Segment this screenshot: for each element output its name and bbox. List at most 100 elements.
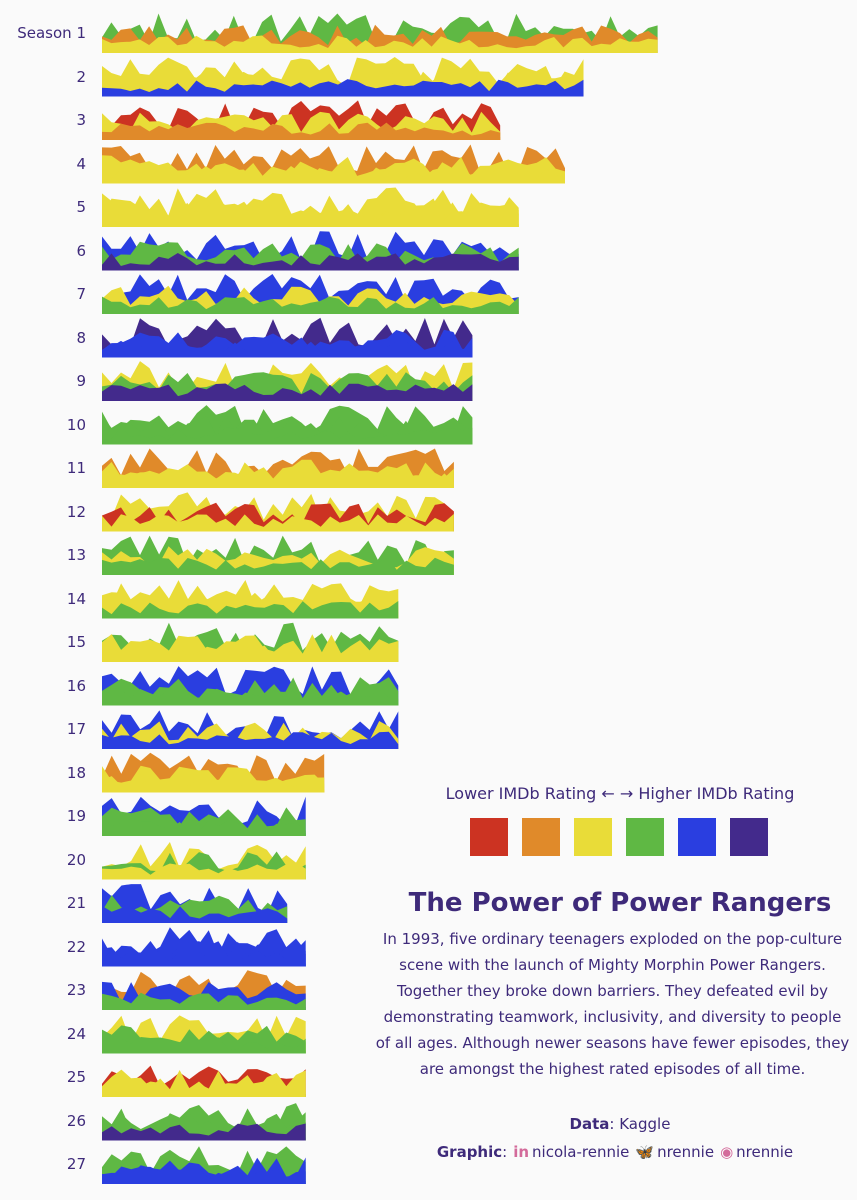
ridge-area: [102, 285, 519, 314]
season-ridge: [102, 274, 519, 314]
season-ridge: [102, 927, 306, 967]
season-label: 9: [76, 372, 86, 390]
ridge-area: [102, 731, 399, 749]
ridge-area: [102, 513, 454, 532]
season-ridge: [102, 884, 288, 923]
bluesky-icon: 🦋: [635, 1143, 655, 1161]
ridge-area: [102, 601, 399, 619]
ridge-area: [102, 166, 565, 184]
season-label: 18: [66, 763, 86, 782]
season-ridge: [102, 187, 519, 227]
season-label: 11: [66, 459, 86, 477]
season-ridge: [102, 710, 399, 749]
season-label: 17: [66, 720, 86, 738]
ridge-area: [102, 862, 306, 880]
season-ridge: [102, 492, 454, 532]
season-ridge: [102, 622, 399, 662]
data-label: Data: [569, 1115, 610, 1133]
legend-swatch: [730, 818, 768, 856]
season-label: 24: [66, 1024, 86, 1043]
graphic-credit: Graphic: in nicola-rennie 🦋 nrennie ◉ nrennie: [436, 1143, 794, 1161]
legend-swatch: [626, 818, 664, 856]
ridge-area: [102, 209, 519, 227]
season-ridge: [102, 1065, 306, 1097]
season-ridge: [102, 752, 325, 793]
season-label: 26: [66, 1111, 86, 1130]
season-label: Season 1: [17, 24, 86, 42]
season-label: 15: [66, 633, 86, 651]
season-label: 10: [66, 415, 86, 434]
season-ridge: [102, 361, 473, 401]
season-ridge: [102, 57, 584, 97]
season-ridge: [102, 448, 454, 488]
ridge-area: [102, 644, 399, 662]
ridge-area: [102, 557, 454, 575]
season-label: 12: [66, 502, 86, 521]
ridge-area: [102, 948, 306, 967]
season-ridge: [102, 13, 658, 53]
ridge-area: [102, 818, 306, 836]
season-label: 6: [76, 241, 86, 260]
data-source: Kaggle: [619, 1115, 671, 1133]
season-ridge: [102, 1103, 306, 1141]
ridge-area: [102, 992, 306, 1010]
legend-swatch: [678, 818, 716, 856]
season-ridge: [102, 666, 399, 706]
ridge-area: [102, 340, 473, 358]
ridge-area: [102, 79, 584, 97]
ridge-area: [102, 253, 519, 271]
season-ridge: [102, 796, 306, 836]
linkedin-icon: in: [513, 1143, 530, 1161]
github-icon: ◉: [720, 1143, 734, 1161]
season-label: 25: [66, 1068, 86, 1086]
ridge-area: [102, 1080, 306, 1097]
season-label: 7: [76, 285, 86, 303]
chart-title: The Power of Power Rangers: [408, 888, 832, 918]
season-ridge: [102, 405, 473, 445]
season-label: 2: [76, 67, 86, 86]
credit-handle: nrennie: [736, 1143, 794, 1161]
season-label: 5: [76, 198, 86, 216]
ridge-area: [102, 1123, 306, 1141]
season-ridge: [102, 231, 519, 271]
season-label: 13: [66, 546, 86, 564]
season-ridge: [102, 842, 306, 880]
season-ridge: [102, 100, 501, 140]
season-ridge: [102, 317, 473, 358]
data-credit: Data: Kaggle: [569, 1115, 671, 1133]
season-ridge: [102, 1015, 306, 1054]
season-label: 21: [66, 894, 86, 912]
ridge-area: [102, 1166, 306, 1184]
season-ridge: [102, 535, 454, 575]
credit-handle: nicola-rennie: [532, 1143, 630, 1161]
season-ridge: [102, 144, 565, 184]
season-label: 8: [76, 328, 86, 347]
season-label: 3: [76, 111, 86, 129]
legend: [470, 818, 768, 856]
ridge-area: [102, 775, 325, 793]
legend-swatch: [522, 818, 560, 856]
season-label: 19: [66, 807, 86, 825]
ridge-area: [102, 1036, 306, 1054]
season-label: 27: [66, 1155, 86, 1173]
ridge-area: [102, 122, 501, 140]
legend-title: Lower IMDb Rating ← → Higher IMDb Rating: [445, 784, 795, 803]
ridge-area: [102, 383, 473, 401]
chart-description: In 1993, five ordinary teenagers explode…: [375, 930, 850, 1078]
season-label: 4: [76, 154, 86, 173]
credit-handle: nrennie: [657, 1143, 715, 1161]
season-ridge: [102, 580, 399, 619]
season-ridge: [102, 970, 306, 1010]
ridge-area: [102, 35, 658, 53]
ridge-area: [102, 688, 399, 706]
season-label: 22: [66, 937, 86, 956]
graphic-label: Graphic: [436, 1143, 503, 1161]
season-label: 14: [66, 589, 86, 608]
ridge-area: [102, 296, 519, 314]
season-ridge: [102, 1146, 306, 1184]
season-label: 20: [66, 850, 86, 869]
ridge-area: [102, 471, 454, 488]
ridge-area: [102, 427, 473, 445]
legend-swatch: [470, 818, 508, 856]
